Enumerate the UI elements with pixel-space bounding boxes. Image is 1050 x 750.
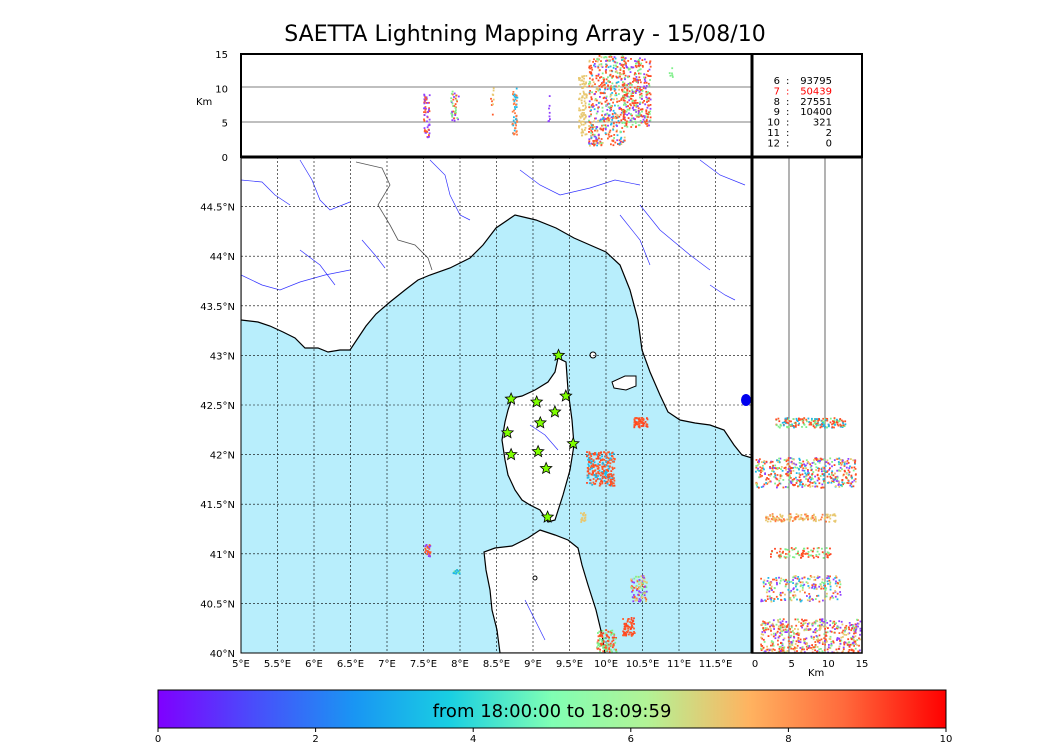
station-star-icon xyxy=(559,389,573,402)
right-panel-xtick: 15 xyxy=(856,659,869,670)
lon-tick-label: 9.5°E xyxy=(556,659,583,670)
station-count-sep: : xyxy=(786,128,789,139)
station-star-icon xyxy=(504,391,518,405)
map-edge-marker xyxy=(741,394,751,406)
small-island xyxy=(532,575,538,581)
station-count-value: 321 xyxy=(813,118,832,129)
lon-tick-label: 10°E xyxy=(594,659,618,670)
colorbar-caption: from 18:00:00 to 18:09:59 xyxy=(432,701,672,722)
lightning-sources-altitude-lon xyxy=(423,55,674,147)
colorbar-tick: 6 xyxy=(628,734,634,745)
station-star-icon xyxy=(531,444,545,458)
mainland-landmass xyxy=(241,157,752,459)
colorbar-tick: 2 xyxy=(312,734,318,745)
lon-tick-label: 8°E xyxy=(451,659,469,670)
lon-tick-label: 11°E xyxy=(667,659,691,670)
lat-tick-label: 40°N xyxy=(210,649,235,660)
lon-tick-label: 6.5°E xyxy=(337,659,364,670)
station-star-icon xyxy=(540,510,555,523)
right-altitude-panel xyxy=(755,157,862,653)
station-count-key: 10 xyxy=(767,118,780,129)
lon-tick-label: 9°E xyxy=(524,659,542,670)
top-panel-ytick: 10 xyxy=(215,84,228,95)
lon-tick-label: 10.5°E xyxy=(626,659,660,670)
map-gridlines xyxy=(241,157,752,653)
station-star-icon xyxy=(504,447,518,461)
colorbar xyxy=(157,689,947,729)
lat-tick-label: 41°N xyxy=(210,550,235,561)
station-count-key: 11 xyxy=(767,128,780,139)
top-panel-ytick: 15 xyxy=(215,50,228,61)
station-count-sep: : xyxy=(786,97,789,108)
colorbar-ticks: 0 2 4 6 8 10 xyxy=(155,728,953,745)
station-count-value: 93795 xyxy=(800,76,832,87)
lat-tick-label: 44.5°N xyxy=(200,203,235,214)
station-count-key: 12 xyxy=(767,138,780,149)
lon-tick-label: 7.5°E xyxy=(410,659,437,670)
station-star-icon xyxy=(566,436,580,450)
station-count-sep: : xyxy=(786,76,789,87)
top-altitude-panel xyxy=(241,55,752,147)
station-count-key: 6 xyxy=(774,76,780,87)
colorbar-tick: 0 xyxy=(155,734,161,745)
station-count-sep: : xyxy=(786,86,789,97)
rivers xyxy=(241,159,746,641)
station-count-key: 7 xyxy=(774,86,780,97)
lat-tick-label: 42.5°N xyxy=(200,401,235,412)
station-star-icon xyxy=(551,348,566,362)
station-count-value: 10400 xyxy=(800,107,832,118)
colorbar-tick: 10 xyxy=(940,734,953,745)
lon-tick-label: 8.5°E xyxy=(483,659,510,670)
top-panel-ylabel: Km xyxy=(196,97,212,108)
lon-tick-label: 5.5°E xyxy=(264,659,291,670)
station-count-table: 6:937957:504398:275519:1040010:32111:212… xyxy=(767,76,832,149)
lon-tick-label: 5°E xyxy=(232,659,250,670)
lat-tick-label: 42°N xyxy=(210,451,235,462)
station-count-value: 2 xyxy=(826,128,832,139)
axis-ticks: 5°E 5.5°E 6°E 6.5°E 7°E 7.5°E 8°E 8.5°E 9°E 9.5°E… xyxy=(200,50,868,670)
page-title: SAETTA Lightning Mapping Array - 15/08/1… xyxy=(284,22,766,47)
sardinia-island xyxy=(483,529,606,653)
station-count-sep: : xyxy=(786,118,789,129)
station-count-sep: : xyxy=(786,138,789,149)
lon-tick-label: 7°E xyxy=(378,659,396,670)
right-panel-xlabel: Km xyxy=(808,668,824,679)
top-panel-ytick: 0 xyxy=(222,153,228,164)
station-count-value: 0 xyxy=(826,138,832,149)
right-panel-xtick: 0 xyxy=(752,659,758,670)
lon-tick-label: 11.5°E xyxy=(699,659,733,670)
station-star-icon xyxy=(548,404,562,418)
lat-tick-label: 43°N xyxy=(210,351,235,362)
lat-tick-label: 40.5°N xyxy=(200,599,235,610)
map-panel xyxy=(241,157,752,653)
lat-tick-label: 44°N xyxy=(210,252,235,263)
right-panel-xtick: 5 xyxy=(788,659,794,670)
station-star-icon xyxy=(539,461,553,475)
lat-tick-label: 41.5°N xyxy=(200,500,235,511)
station-star-icon xyxy=(500,425,515,439)
lat-tick-label: 43.5°N xyxy=(200,302,235,313)
colorbar-tick: 4 xyxy=(470,734,476,745)
lightning-sources-map xyxy=(424,417,649,653)
station-star-icon xyxy=(533,415,547,429)
station-count-sep: : xyxy=(786,107,789,118)
station-star-icon xyxy=(529,394,544,408)
colorbar-tick: 8 xyxy=(785,734,791,745)
station-count-value: 27551 xyxy=(800,97,832,108)
station-count-key: 8 xyxy=(774,97,780,108)
elba-island xyxy=(611,375,637,391)
right-panel-xtick: 10 xyxy=(822,659,835,670)
lma-stations xyxy=(500,348,580,523)
station-count-value: 50439 xyxy=(800,86,832,97)
lon-tick-label: 6°E xyxy=(305,659,323,670)
station-count-key: 9 xyxy=(774,107,780,118)
top-panel-ytick: 5 xyxy=(222,119,228,130)
lightning-sources-altitude-lat xyxy=(755,417,862,653)
capraia-island xyxy=(589,351,597,359)
